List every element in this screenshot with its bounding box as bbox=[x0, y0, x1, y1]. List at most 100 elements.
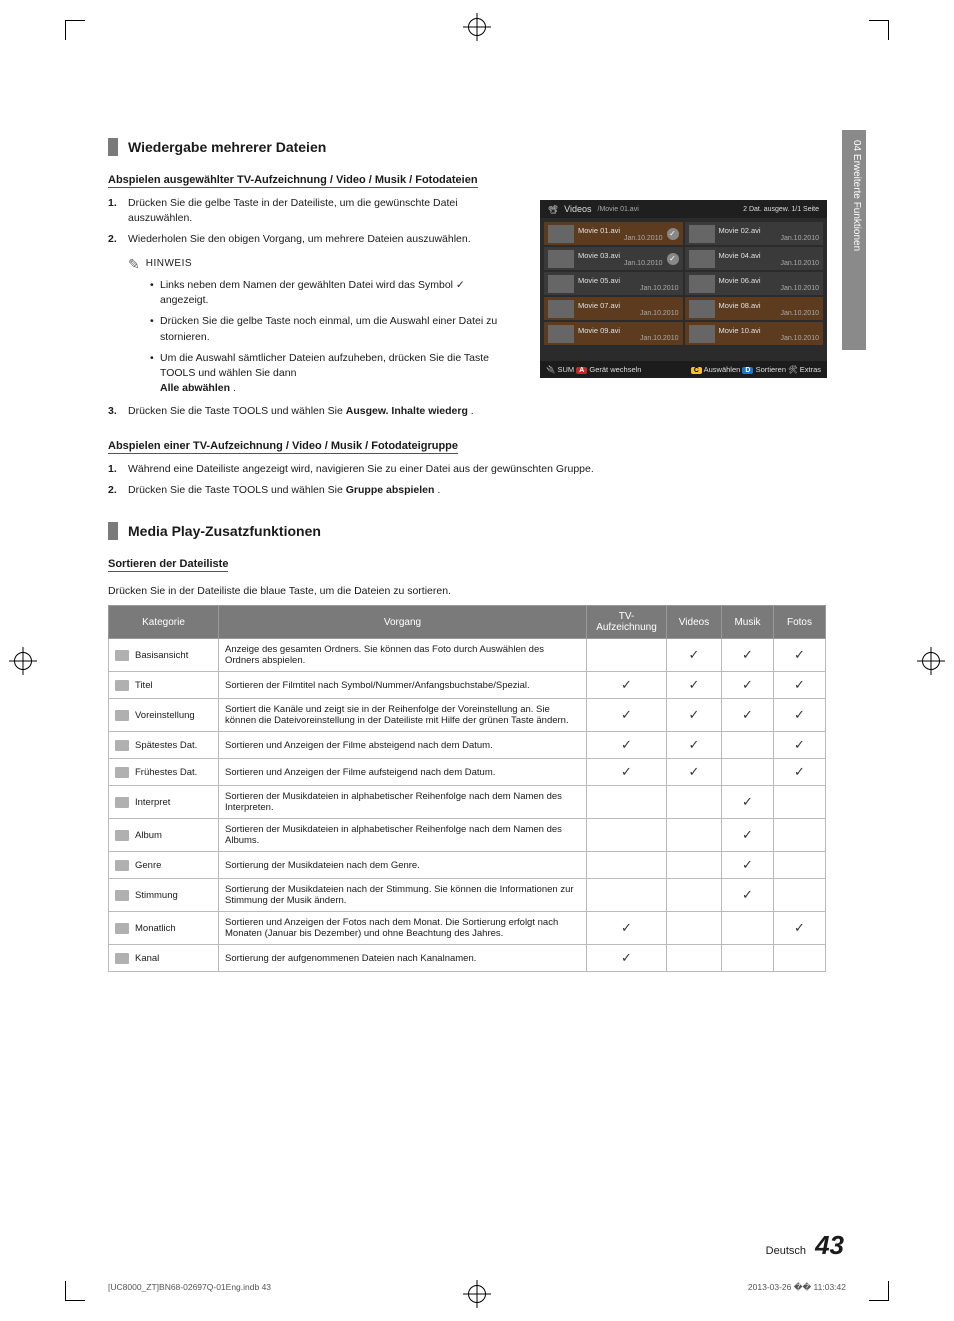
ss-footer-a: Gerät wechseln bbox=[589, 365, 641, 374]
bullet-text: angezeigt. bbox=[160, 294, 208, 306]
ss-thumbnail bbox=[548, 300, 574, 318]
crop-mark bbox=[869, 20, 889, 40]
ss-item: Movie 04.aviJan.10.2010 bbox=[685, 247, 824, 270]
table-row: AlbumSortieren der Musikdateien in alpha… bbox=[109, 819, 826, 852]
key-a: A bbox=[576, 367, 587, 374]
operation-cell: Sortiert die Kanäle und zeigt sie in der… bbox=[219, 699, 587, 732]
footer-lang: Deutsch bbox=[766, 1245, 806, 1257]
table-row: BasisansichtAnzeige des gesamten Ordners… bbox=[109, 639, 826, 672]
folder-icon bbox=[115, 953, 129, 964]
ss-thumbnail bbox=[548, 325, 574, 343]
step-number: 2. bbox=[108, 232, 128, 247]
check-cell bbox=[587, 819, 667, 852]
ss-item: Movie 06.aviJan.10.2010 bbox=[685, 272, 824, 295]
ss-item: Movie 01.aviJan.10.2010✓ bbox=[544, 222, 683, 245]
step-text: Drücken Sie die Taste TOOLS und wählen S… bbox=[128, 404, 826, 419]
operation-cell: Sortieren der Musikdateien in alphabetis… bbox=[219, 819, 587, 852]
bullet-text: . bbox=[233, 382, 236, 394]
check-cell: ✓ bbox=[587, 945, 667, 972]
ss-item-name: Movie 06.avi bbox=[719, 276, 820, 285]
ss-item-date: Jan.10.2010 bbox=[780, 335, 819, 342]
folder-icon bbox=[115, 650, 129, 661]
ss-item: Movie 03.aviJan.10.2010✓ bbox=[544, 247, 683, 270]
check-cell: ✓ bbox=[667, 759, 722, 786]
imprint-right: 2013-03-26 �� 11:03:42 bbox=[748, 1282, 846, 1293]
table-col-header: Musik bbox=[722, 606, 774, 639]
table-col-header: TV-Aufzeichnung bbox=[587, 606, 667, 639]
check-cell: ✓ bbox=[587, 672, 667, 699]
category-cell: Titel bbox=[109, 672, 219, 699]
ss-item-name: Movie 08.avi bbox=[719, 301, 820, 310]
check-cell bbox=[667, 879, 722, 912]
ss-item: Movie 08.aviJan.10.2010 bbox=[685, 297, 824, 320]
bullet-text: Links neben dem Namen der gewählten Date… bbox=[160, 279, 456, 291]
check-cell bbox=[722, 759, 774, 786]
category-cell: Frühestes Dat. bbox=[109, 759, 219, 786]
operation-cell: Sortierung der Musikdateien nach der Sti… bbox=[219, 879, 587, 912]
check-cell: ✓ bbox=[587, 732, 667, 759]
note-bullets: Links neben dem Namen der gewählten Date… bbox=[108, 278, 508, 397]
bullet-text: und wählen Sie dann bbox=[198, 367, 296, 379]
registration-mark bbox=[922, 652, 940, 670]
table-col-header: Kategorie bbox=[109, 606, 219, 639]
step-text: Wiederholen Sie den obigen Vorgang, um m… bbox=[128, 232, 508, 247]
check-cell bbox=[587, 879, 667, 912]
check-cell: ✓ bbox=[774, 699, 826, 732]
check-cell: ✓ bbox=[774, 672, 826, 699]
note-row: ✎ HINWEIS bbox=[128, 254, 508, 274]
ss-item-name: Movie 10.avi bbox=[719, 326, 820, 335]
check-cell: ✓ bbox=[774, 732, 826, 759]
check-cell: ✓ bbox=[667, 672, 722, 699]
operation-cell: Sortieren der Filmtitel nach Symbol/Numm… bbox=[219, 672, 587, 699]
registration-mark bbox=[468, 18, 486, 36]
page-footer: Deutsch 43 bbox=[766, 1230, 844, 1261]
ss-item-date: Jan.10.2010 bbox=[780, 285, 819, 292]
table-row: VoreinstellungSortiert die Kanäle und ze… bbox=[109, 699, 826, 732]
step-number: 2. bbox=[108, 483, 128, 498]
page-number: 43 bbox=[815, 1230, 844, 1260]
category-cell: Album bbox=[109, 819, 219, 852]
sort-table: KategorieVorgangTV-AufzeichnungVideosMus… bbox=[108, 605, 826, 972]
check-cell bbox=[774, 786, 826, 819]
ss-item-date: Jan.10.2010 bbox=[780, 260, 819, 267]
steps-block: 1. Drücken Sie die gelbe Taste in der Da… bbox=[108, 196, 508, 396]
category-cell: Kanal bbox=[109, 945, 219, 972]
check-cell: ✓ bbox=[587, 759, 667, 786]
category-cell: Interpret bbox=[109, 786, 219, 819]
section-heading: Media Play-Zusatzfunktionen bbox=[108, 522, 826, 540]
operation-cell: Sortierung der aufgenommenen Dateien nac… bbox=[219, 945, 587, 972]
ss-footer: 🔌 SUM A Gerät wechseln C Auswählen D Sor… bbox=[540, 361, 827, 378]
step-number: 1. bbox=[108, 196, 128, 226]
table-header: KategorieVorgangTV-AufzeichnungVideosMus… bbox=[109, 606, 826, 639]
chapter-tab: 04 Erweiterte Funktionen bbox=[842, 130, 866, 350]
ss-thumbnail bbox=[548, 250, 574, 268]
folder-icon bbox=[115, 890, 129, 901]
table-row: Frühestes Dat.Sortieren und Anzeigen der… bbox=[109, 759, 826, 786]
check-cell: ✓ bbox=[774, 759, 826, 786]
ss-item-date: Jan.10.2010 bbox=[640, 285, 679, 292]
imprint-line: [UC8000_ZT]BN68-02697Q-01Eng.indb 43 201… bbox=[108, 1282, 846, 1293]
ss-title: Videos bbox=[564, 204, 591, 214]
tools-key: TOOLS bbox=[160, 367, 195, 379]
category-cell: Basisansicht bbox=[109, 639, 219, 672]
ss-item-date: Jan.10.2010 bbox=[640, 335, 679, 342]
ss-thumbnail bbox=[689, 250, 715, 268]
table-body: BasisansichtAnzeige des gesamten Ordners… bbox=[109, 639, 826, 972]
ss-item-date: Jan.10.2010 bbox=[624, 235, 663, 242]
check-cell bbox=[774, 819, 826, 852]
ss-item-name: Movie 01.avi bbox=[578, 226, 663, 235]
crop-mark bbox=[869, 1281, 889, 1301]
usb-icon: 🔌 bbox=[546, 365, 555, 374]
operation-cell: Sortierung der Musikdateien nach dem Gen… bbox=[219, 852, 587, 879]
bold-term: Alle abwählen bbox=[160, 382, 230, 394]
check-cell: ✓ bbox=[667, 639, 722, 672]
crop-mark bbox=[65, 1281, 85, 1301]
check-cell: ✓ bbox=[722, 699, 774, 732]
category-cell: Stimmung bbox=[109, 879, 219, 912]
step-number: 3. bbox=[108, 404, 128, 419]
step-item: 3. Drücken Sie die Taste TOOLS und wähle… bbox=[108, 404, 826, 419]
tools-icon: 🛠 bbox=[788, 365, 798, 374]
note-icon: ✎ bbox=[128, 254, 140, 274]
ss-path: /Movie 01.avi bbox=[598, 206, 639, 213]
ss-thumbnail bbox=[689, 300, 715, 318]
